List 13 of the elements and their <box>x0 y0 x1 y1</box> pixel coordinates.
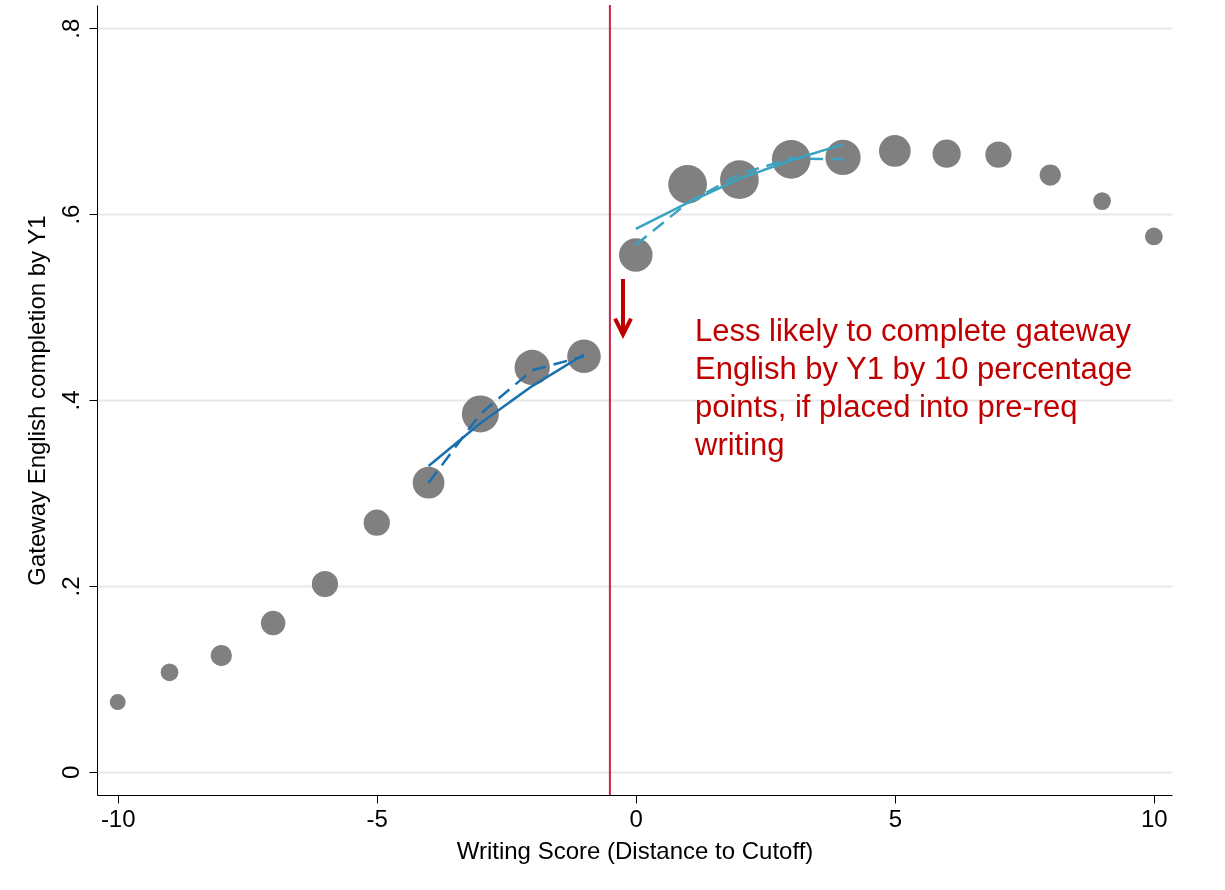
x-tick-label: -10 <box>100 804 136 832</box>
y-tick-label: .4 <box>56 390 84 411</box>
x-tick-label: 5 <box>888 804 903 832</box>
x-axis-title: Writing Score (Distance to Cutoff) <box>456 836 814 864</box>
y-tick-label: 0 <box>56 765 84 779</box>
x-tick-label: 10 <box>1141 804 1168 832</box>
y-axis-title: Gateway English completion by Y1 <box>22 215 50 586</box>
y-tick-label: .8 <box>56 18 84 39</box>
annotation: Less likely to complete gateway English by Y1 by 10 percentage points, if placed into pre-req writing <box>695 312 1134 464</box>
y-tick-label: .2 <box>56 576 84 597</box>
x-tick-label: -5 <box>366 804 388 832</box>
y-tick-label: .6 <box>56 204 84 225</box>
x-tick-label: 0 <box>629 804 643 832</box>
